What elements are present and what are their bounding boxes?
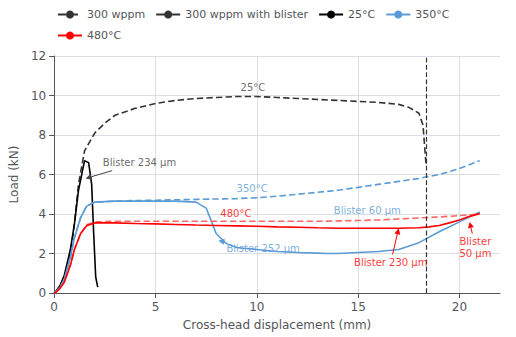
svg-text:10: 10	[249, 300, 264, 314]
svg-text:10: 10	[31, 89, 46, 103]
svg-text:20: 20	[452, 300, 467, 314]
svg-text:Blister 60 μm: Blister 60 μm	[334, 205, 401, 216]
svg-text:4: 4	[39, 207, 47, 221]
svg-text:480°C: 480°C	[87, 29, 121, 42]
svg-text:480°C: 480°C	[220, 208, 251, 219]
svg-text:Cross-head displacement (mm): Cross-head displacement (mm)	[183, 318, 371, 332]
svg-text:25°C: 25°C	[241, 82, 266, 93]
svg-text:12: 12	[31, 49, 46, 63]
svg-text:0: 0	[50, 300, 58, 314]
svg-text:0: 0	[39, 286, 47, 300]
svg-text:300 wppm with blister: 300 wppm with blister	[185, 8, 308, 21]
svg-text:350°C: 350°C	[415, 8, 449, 21]
svg-text:350°C: 350°C	[237, 183, 268, 194]
svg-text:Blister: Blister	[459, 236, 492, 247]
svg-text:5: 5	[152, 300, 160, 314]
svg-text:300 wppm: 300 wppm	[87, 8, 145, 21]
svg-text:25°C: 25°C	[348, 8, 375, 21]
svg-text:8: 8	[39, 128, 47, 142]
svg-text:15: 15	[351, 300, 366, 314]
svg-text:Blister 252 μm: Blister 252 μm	[226, 243, 299, 254]
svg-text:Load (kN): Load (kN)	[7, 146, 21, 204]
svg-text:Blister 230 μm: Blister 230 μm	[354, 257, 427, 268]
svg-text:Blister 234 μm: Blister 234 μm	[103, 157, 176, 168]
svg-text:2: 2	[39, 247, 47, 261]
svg-text:6: 6	[39, 168, 47, 182]
svg-text:50 μm: 50 μm	[459, 248, 491, 259]
